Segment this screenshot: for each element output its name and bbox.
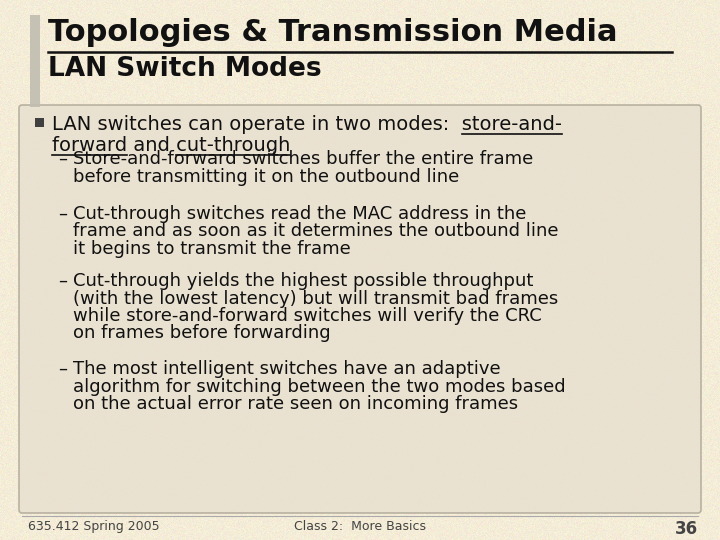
Text: frame and as soon as it determines the outbound line: frame and as soon as it determines the o…	[73, 222, 559, 240]
Text: Topologies & Transmission Media: Topologies & Transmission Media	[48, 18, 618, 47]
Text: forward: forward	[52, 136, 127, 155]
Text: –: –	[58, 360, 67, 378]
Text: it begins to transmit the frame: it begins to transmit the frame	[73, 240, 351, 258]
Text: (with the lowest latency) but will transmit bad frames: (with the lowest latency) but will trans…	[73, 289, 558, 307]
Text: 36: 36	[675, 520, 698, 538]
Text: Cut-through switches read the MAC address in the: Cut-through switches read the MAC addres…	[73, 205, 526, 223]
Text: while store-and-forward switches will verify the CRC: while store-and-forward switches will ve…	[73, 307, 541, 325]
Text: before transmitting it on the outbound line: before transmitting it on the outbound l…	[73, 167, 459, 186]
Text: The most intelligent switches have an adaptive: The most intelligent switches have an ad…	[73, 360, 500, 378]
Bar	[30, 15, 40, 107]
Text: Class 2:  More Basics: Class 2: More Basics	[294, 520, 426, 533]
Text: on the actual error rate seen on incoming frames: on the actual error rate seen on incomin…	[73, 395, 518, 413]
Bar	[35, 118, 44, 127]
Text: Cut-through yields the highest possible throughput: Cut-through yields the highest possible …	[73, 272, 534, 290]
Text: forward and: forward and	[52, 136, 176, 155]
Text: –: –	[58, 272, 67, 290]
Text: LAN switches can operate in two modes:: LAN switches can operate in two modes:	[52, 115, 462, 134]
Text: LAN switches can operate in two modes:  store-and-: LAN switches can operate in two modes: s…	[52, 115, 562, 134]
Text: Store-and-forward switches buffer the entire frame: Store-and-forward switches buffer the en…	[73, 150, 534, 168]
Text: LAN Switch Modes: LAN Switch Modes	[48, 56, 322, 82]
FancyBboxPatch shape	[19, 105, 701, 513]
Text: forward and cut-through: forward and cut-through	[52, 136, 290, 155]
Text: forward and cut-through: forward and cut-through	[52, 136, 290, 155]
Text: –: –	[58, 150, 67, 168]
Text: on frames before forwarding: on frames before forwarding	[73, 325, 330, 342]
Text: LAN switches can operate in two modes:  store-and-: LAN switches can operate in two modes: s…	[52, 115, 562, 134]
Text: –: –	[58, 205, 67, 223]
Text: algorithm for switching between the two modes based: algorithm for switching between the two …	[73, 377, 566, 395]
Text: 635.412 Spring 2005: 635.412 Spring 2005	[28, 520, 160, 533]
